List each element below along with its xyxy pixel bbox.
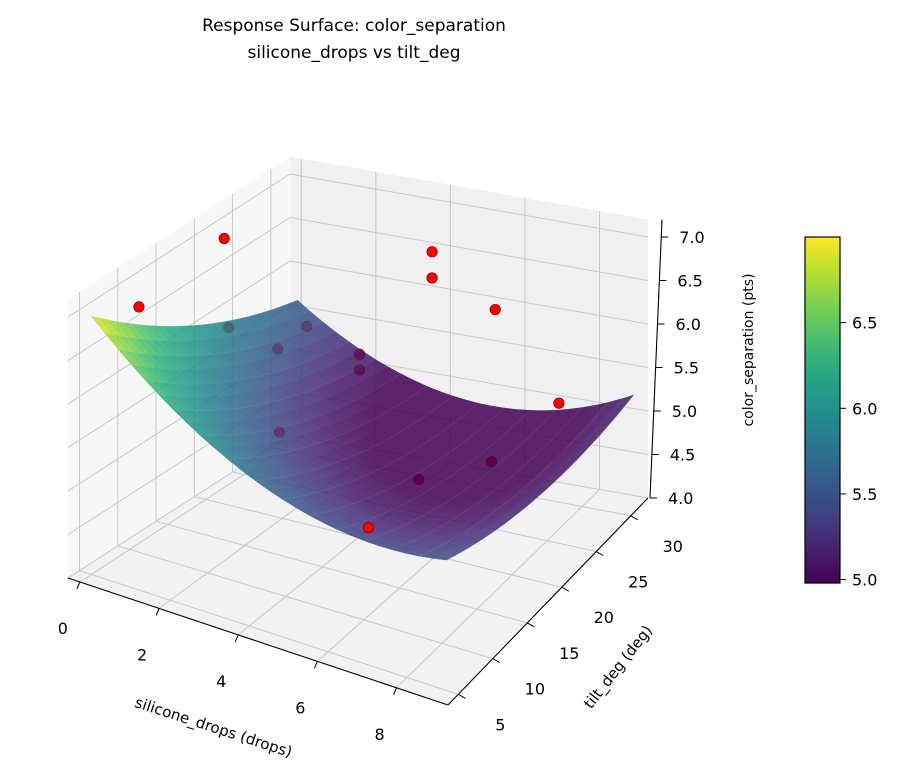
z-tick-label: 6.5: [677, 272, 702, 291]
z-tick-label: 7.0: [679, 228, 704, 247]
axis-lines: [67, 219, 669, 706]
surface-mesh-line: [91, 300, 298, 327]
z-axis-line: [649, 219, 663, 499]
x-tick: [393, 687, 398, 695]
surface-mesh-line: [309, 407, 505, 516]
colorbar-ticks: 5.0 5.5 6.0 6.5: [840, 314, 877, 590]
x-tick-label: 0: [58, 619, 68, 638]
y-tick-label: 30: [663, 537, 683, 556]
colorbar: [804, 236, 841, 584]
data-point: [489, 303, 501, 316]
visible-points: [133, 232, 501, 534]
z-grid-line: [67, 173, 649, 318]
x-tick-label: 6: [295, 698, 305, 717]
z-tick-label: 5.5: [674, 359, 699, 378]
x-tick: [234, 634, 239, 643]
chart-subtitle: silicone_drops vs tilt_deg: [247, 43, 460, 63]
y-tick-label: 5: [495, 715, 505, 734]
surface-mesh-line: [200, 373, 401, 437]
chart-title: Response Surface: color_separation: [202, 16, 506, 36]
z-tick-label: 4.5: [670, 446, 695, 465]
y-tick: [596, 551, 604, 556]
z-tick-labels: 4.0 4.5 5.0 5.5 6.0 6.5 7.0: [668, 228, 705, 508]
data-point: [218, 232, 230, 245]
x-tick-labels: 0 2 4 6 8: [58, 619, 385, 744]
z-tick-label: 6.0: [676, 315, 701, 334]
x-axis-line: [67, 577, 449, 706]
surface-mesh-line: [446, 395, 634, 561]
x-tick-label: 2: [137, 645, 147, 664]
z-tick-label: 5.0: [672, 402, 697, 421]
y-tick-labels: 5 10 15 20 25 30: [495, 537, 683, 734]
x-tick-label: 8: [374, 725, 384, 744]
surface-mesh-line: [364, 410, 557, 541]
z-tick-label: 4.0: [668, 489, 693, 508]
y-tick-label: 25: [628, 573, 648, 592]
surface-mesh-line: [255, 395, 453, 481]
surface-mesh-line: [282, 403, 479, 500]
surface-mesh-line: [391, 407, 582, 550]
surface-mesh-line: [337, 410, 531, 530]
data-point: [133, 301, 145, 313]
y-tick: [492, 658, 501, 664]
y-tick: [527, 622, 535, 628]
x-tick: [313, 661, 318, 669]
data-point: [362, 522, 375, 534]
y-tick-label: 10: [525, 680, 545, 699]
surface-patch: [431, 554, 455, 561]
z-grid-line: [67, 216, 649, 361]
y-axis-line: [447, 497, 649, 706]
x-tick: [155, 608, 160, 616]
colorbar-tick-label: 5.0: [852, 571, 877, 590]
y-tick-label: 20: [594, 608, 614, 627]
data-point: [553, 397, 565, 409]
surface-mesh-line: [227, 385, 427, 460]
y-tick: [630, 515, 639, 521]
y-tick-label: 15: [559, 644, 579, 663]
surface-mesh-line: [173, 358, 376, 412]
colorbar-tick-label: 6.5: [852, 314, 877, 333]
surface-mesh-line: [145, 341, 350, 385]
y-tick: [458, 693, 466, 699]
x-tick: [76, 581, 81, 590]
data-point: [426, 246, 438, 258]
colorbar-tick-label: 5.5: [852, 485, 877, 504]
surface-mesh-line: [118, 322, 324, 357]
data-point: [426, 272, 438, 284]
x-axis-label: silicone_drops (drops): [132, 693, 294, 762]
y-axis-label: tilt_deg (deg): [580, 622, 657, 713]
response-surface: [90, 299, 635, 561]
z-axis-label: color_separation (pts): [741, 273, 757, 426]
surface-mesh-line: [419, 402, 608, 557]
x-tick-label: 4: [216, 672, 226, 691]
colorbar-tick-label: 6.0: [852, 399, 877, 418]
y-tick: [561, 586, 570, 592]
